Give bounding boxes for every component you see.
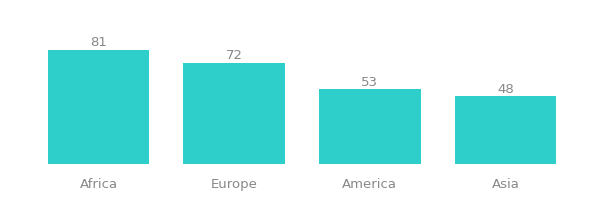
Text: 48: 48 bbox=[497, 82, 514, 95]
Bar bbox=[454, 97, 556, 164]
Bar bbox=[319, 90, 420, 164]
Bar bbox=[184, 63, 285, 164]
Text: 53: 53 bbox=[361, 75, 379, 88]
Bar bbox=[48, 51, 150, 164]
Text: 81: 81 bbox=[90, 36, 107, 49]
Text: 72: 72 bbox=[225, 49, 243, 62]
